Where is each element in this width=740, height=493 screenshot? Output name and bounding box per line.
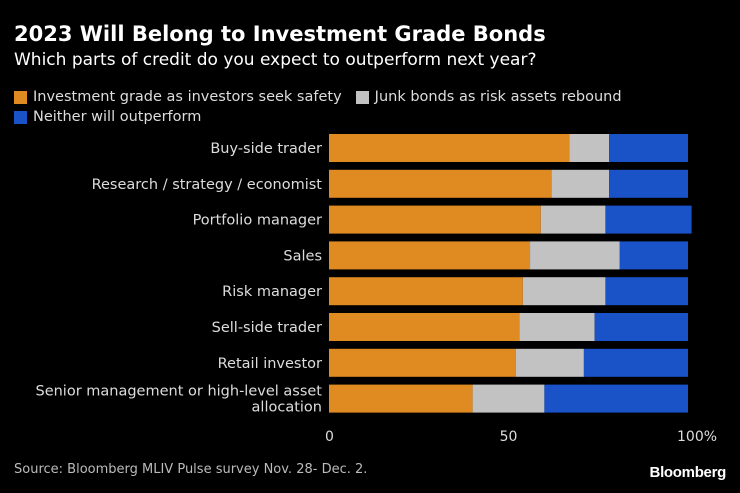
category-label-sell-side-trader: Sell-side trader bbox=[212, 320, 322, 336]
bloomberg-logo: Bloomberg bbox=[649, 464, 727, 481]
bar-portfolio-manager-junk bbox=[540, 205, 606, 234]
chart-subtitle: Which parts of credit do you expect to o… bbox=[14, 50, 537, 70]
bar-portfolio-manager-neither bbox=[605, 205, 692, 234]
legend-item-investment: Investment grade as investors seek safet… bbox=[14, 89, 342, 105]
x-tick-label-0: 0 bbox=[325, 429, 334, 445]
bar-buy-side-trader-investment bbox=[329, 134, 570, 162]
category-label-research-strategy-economist: Research / strategy / economist bbox=[92, 177, 323, 193]
bar-portfolio-manager-investment bbox=[329, 205, 541, 234]
bar-senior-management-or-high-level-asset-allocation-investment bbox=[329, 384, 473, 413]
legend-swatch-junk bbox=[355, 90, 369, 104]
category-label-senior-management-or-high-level-asset-allocation: Senior management or high-level asset all… bbox=[35, 384, 322, 416]
bar-buy-side-trader-neither bbox=[609, 134, 688, 162]
bar-sales-junk bbox=[530, 241, 620, 270]
bar-risk-manager-neither bbox=[605, 277, 688, 306]
legend-item-junk: Junk bonds as risk assets rebound bbox=[355, 89, 622, 105]
bar-risk-manager-junk bbox=[522, 277, 606, 306]
legend-swatch-investment bbox=[14, 90, 27, 104]
legend: Investment grade as investors seek safet… bbox=[14, 87, 714, 127]
legend-label-junk: Junk bonds as risk assets rebound bbox=[374, 89, 622, 105]
bar-research-strategy-economist-junk bbox=[551, 169, 610, 198]
bar-research-strategy-economist-investment bbox=[329, 169, 552, 198]
x-tick-label-2: 100% bbox=[677, 429, 717, 445]
bar-research-strategy-economist-neither bbox=[609, 169, 688, 198]
legend-label-investment: Investment grade as investors seek safet… bbox=[33, 89, 342, 105]
legend-label-neither: Neither will outperform bbox=[33, 109, 202, 125]
bar-senior-management-or-high-level-asset-allocation-neither bbox=[544, 384, 688, 413]
bar-sell-side-trader-investment bbox=[329, 313, 520, 341]
source-note: Source: Bloomberg MLIV Pulse survey Nov.… bbox=[14, 462, 368, 477]
legend-swatch-neither bbox=[14, 110, 27, 124]
bar-buy-side-trader-junk bbox=[569, 134, 610, 162]
bar-sell-side-trader-junk bbox=[519, 313, 595, 341]
category-label-retail-investor: Retail investor bbox=[218, 356, 322, 372]
x-tick-label-1: 50 bbox=[500, 429, 518, 445]
category-label-sales: Sales bbox=[283, 248, 322, 264]
bar-sales-investment bbox=[329, 241, 531, 270]
bar-retail-investor-junk bbox=[515, 348, 584, 377]
category-label-portfolio-manager: Portfolio manager bbox=[193, 213, 322, 229]
bar-sales-neither bbox=[619, 241, 688, 270]
bar-senior-management-or-high-level-asset-allocation-junk bbox=[472, 384, 545, 413]
legend-item-neither: Neither will outperform bbox=[14, 109, 201, 125]
category-label-buy-side-trader: Buy-side trader bbox=[210, 141, 322, 157]
bar-sell-side-trader-neither bbox=[594, 313, 688, 341]
chart-title: 2023 Will Belong to Investment Grade Bon… bbox=[14, 22, 546, 46]
bar-retail-investor-investment bbox=[329, 348, 516, 377]
bar-retail-investor-neither bbox=[583, 348, 688, 377]
bar-risk-manager-investment bbox=[329, 277, 523, 306]
category-label-risk-manager: Risk manager bbox=[222, 284, 322, 300]
